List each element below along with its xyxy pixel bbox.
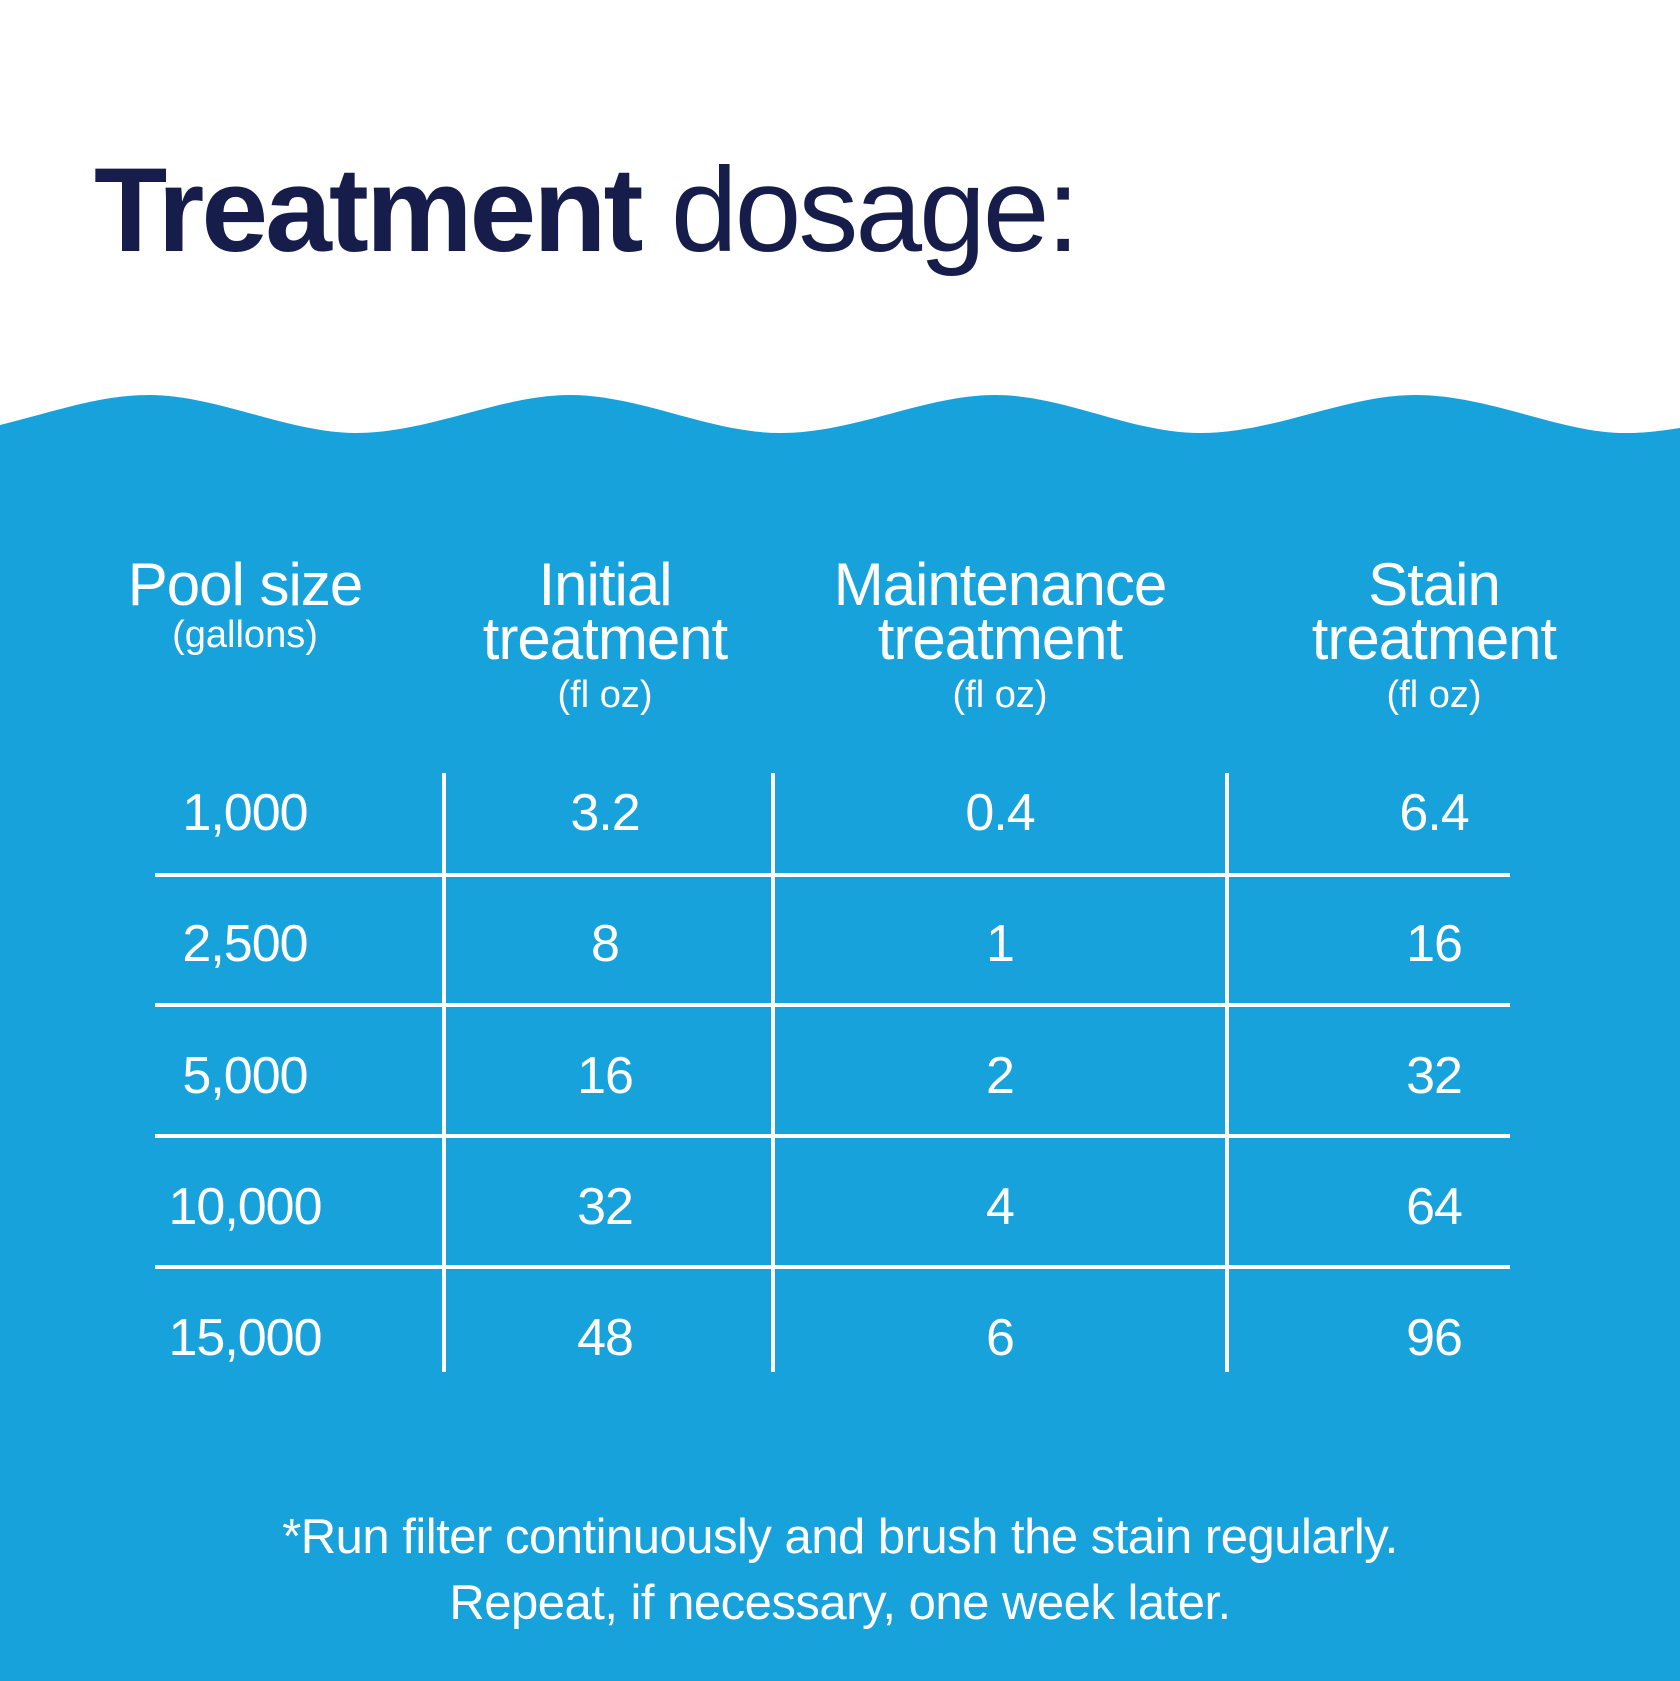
cell-stain: 16 <box>1406 915 1463 973</box>
footnote-line-2: Repeat, if necessary, one week later. <box>449 1576 1231 1630</box>
header-stain-treatment: Stain treatment (fl oz) <box>1311 551 1557 720</box>
header-label: treatment <box>877 605 1123 672</box>
header-label: Pool size <box>127 551 363 618</box>
cell-stain: 64 <box>1406 1178 1463 1236</box>
cell-initial: 32 <box>577 1178 634 1236</box>
header-unit: (fl oz) <box>557 674 653 716</box>
header-label: treatment <box>1311 605 1557 672</box>
header-label: Initial <box>538 551 672 618</box>
cell-pool-size: 15,000 <box>168 1309 322 1367</box>
cell-initial: 16 <box>577 1047 634 1105</box>
cell-stain: 32 <box>1406 1047 1463 1105</box>
header-unit: (fl oz) <box>1386 674 1482 716</box>
column-divider <box>442 773 446 1372</box>
cell-maintenance: 2 <box>986 1047 1015 1105</box>
cell-maintenance: 1 <box>986 915 1015 973</box>
header-label: treatment <box>482 605 728 672</box>
header-unit: (gallons) <box>172 614 318 656</box>
cell-pool-size: 1,000 <box>182 784 308 842</box>
row-divider <box>155 873 1510 877</box>
row-divider <box>155 1134 1510 1138</box>
cell-maintenance: 0.4 <box>965 784 1035 842</box>
header-initial-treatment: Initial treatment (fl oz) <box>482 551 728 720</box>
cell-initial: 8 <box>591 915 620 973</box>
title-regular: dosage: <box>640 143 1080 277</box>
header-label: Stain <box>1368 551 1501 618</box>
header-label: Maintenance <box>833 551 1168 618</box>
row-divider <box>155 1003 1510 1007</box>
header-unit: (fl oz) <box>952 674 1048 716</box>
cell-stain: 96 <box>1406 1309 1463 1367</box>
dosage-panel <box>0 448 1680 1681</box>
header-maintenance-treatment: Maintenance treatment (fl oz) <box>833 551 1168 720</box>
title-bold: Treatment <box>94 143 644 277</box>
row-divider <box>155 1265 1510 1269</box>
cell-initial: 3.2 <box>570 784 640 842</box>
header-pool-size: Pool size (gallons) <box>127 551 363 660</box>
cell-pool-size: 5,000 <box>182 1047 308 1105</box>
cell-maintenance: 6 <box>986 1309 1015 1367</box>
cell-initial: 48 <box>577 1309 634 1367</box>
page-title: Treatment dosage: <box>94 150 1080 270</box>
wave-divider <box>0 395 1680 450</box>
column-divider <box>1225 773 1229 1372</box>
column-divider <box>771 773 775 1372</box>
footnote-line-1: *Run filter continuously and brush the s… <box>282 1510 1398 1564</box>
cell-stain: 6.4 <box>1399 784 1469 842</box>
cell-maintenance: 4 <box>986 1178 1015 1236</box>
cell-pool-size: 2,500 <box>182 915 308 973</box>
cell-pool-size: 10,000 <box>168 1178 322 1236</box>
